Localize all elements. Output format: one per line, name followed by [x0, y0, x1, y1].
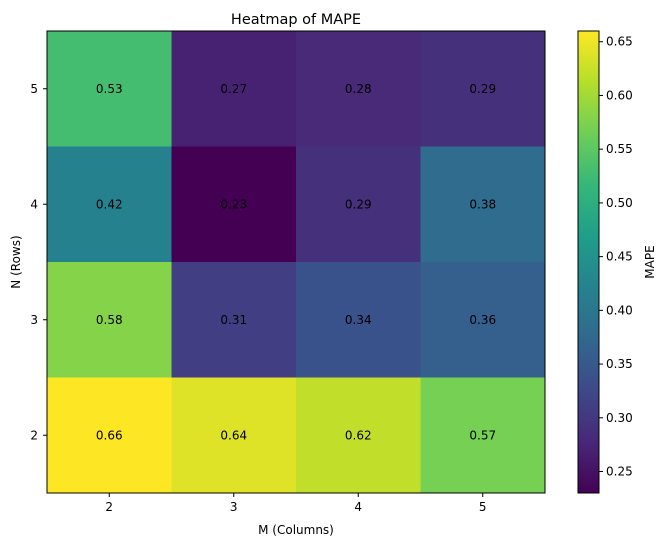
heatmap-cell [47, 31, 172, 147]
colorbar-tick-label: 0.35 [606, 357, 633, 371]
x-tick-label: 4 [354, 500, 362, 514]
colorbar-tick-label: 0.60 [606, 88, 633, 102]
heatmap-cell [47, 377, 172, 494]
cell-value-label: 0.62 [345, 428, 372, 442]
cell-value-label: 0.53 [96, 82, 123, 96]
cell-value-label: 0.34 [345, 313, 372, 327]
x-tick-label: 2 [105, 500, 113, 514]
cell-value-label: 0.29 [469, 82, 496, 96]
colorbar-tick-label: 0.30 [606, 411, 633, 425]
colorbar-tick-label: 0.50 [606, 196, 633, 210]
cell-value-label: 0.36 [469, 313, 496, 327]
cell-value-label: 0.31 [220, 313, 247, 327]
heatmap-cell [296, 377, 421, 494]
heatmap-cell [420, 31, 546, 147]
heatmap-cell [296, 262, 421, 378]
y-tick-label: 2 [30, 428, 38, 442]
colorbar-tick-label: 0.40 [606, 303, 633, 317]
colorbar-label: MAPE [643, 245, 657, 278]
cell-value-label: 0.38 [469, 197, 496, 211]
heatmap-cells [47, 31, 546, 494]
y-axis-ticks: 5 4 3 2 [30, 82, 47, 442]
heatmap-cell [296, 146, 421, 263]
heatmap-cell [171, 31, 297, 147]
cell-value-label: 0.66 [96, 428, 123, 442]
cell-value-label: 0.64 [220, 428, 247, 442]
heatmap-cell [420, 146, 546, 263]
cell-value-label: 0.27 [220, 82, 247, 96]
colorbar-tick-label: 0.55 [606, 142, 633, 156]
heatmap-cell [296, 31, 421, 147]
cell-value-label: 0.29 [345, 197, 372, 211]
x-tick-label: 3 [230, 500, 238, 514]
heatmap-cell [171, 262, 297, 378]
heatmap-cell [47, 146, 172, 263]
x-axis-ticks: 2 3 4 5 [105, 493, 487, 514]
colorbar-tick-label: 0.45 [606, 250, 633, 264]
y-axis-label: N (Rows) [9, 235, 23, 288]
x-axis-label: M (Columns) [258, 523, 334, 537]
cell-value-label: 0.58 [96, 313, 123, 327]
cell-value-label: 0.57 [469, 428, 496, 442]
heatmap-cell [420, 377, 546, 494]
heatmap-cell [171, 146, 297, 263]
y-tick-label: 5 [30, 82, 38, 96]
heatmap-cell [47, 262, 172, 378]
colorbar-tick-label: 0.65 [606, 35, 633, 49]
heatmap-cell [420, 262, 546, 378]
plot-frame [46, 30, 546, 494]
colorbar-tick-label: 0.25 [606, 465, 633, 479]
heatmap-cell [171, 377, 297, 494]
x-tick-label: 5 [479, 500, 487, 514]
cell-value-label: 0.28 [345, 82, 372, 96]
cell-value-label: 0.42 [96, 197, 123, 211]
cell-value-label: 0.23 [220, 197, 247, 211]
y-tick-label: 3 [30, 313, 38, 327]
y-tick-label: 4 [30, 197, 38, 211]
chart-title: Heatmap of MAPE [231, 12, 361, 28]
colorbar-ticks: 0.25 0.30 0.35 0.40 0.45 0.50 0.55 0.60 0.65 [599, 35, 633, 479]
colorbar [577, 30, 600, 494]
heatmap-cell-labels: 0.53 0.27 0.28 0.29 0.42 0.23 0.29 0.38 0.58 0.31… [96, 82, 496, 443]
